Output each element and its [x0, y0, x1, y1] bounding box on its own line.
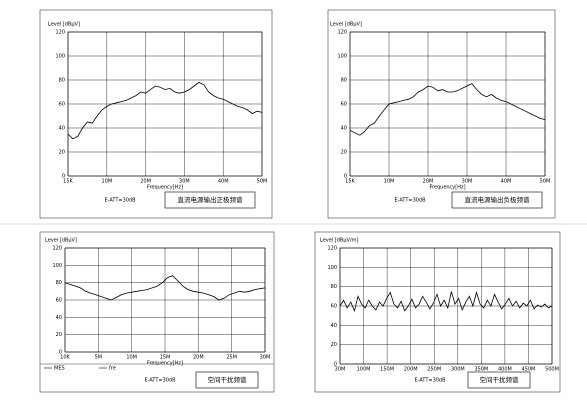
- y-tick-label: 60: [341, 102, 347, 108]
- y-tick-label: 80: [331, 284, 337, 290]
- y-tick-label: 120: [327, 246, 337, 252]
- y-tick-label: 60: [59, 102, 65, 108]
- x-tick-label: 350M: [474, 367, 488, 373]
- y-tick-label: 20: [59, 150, 65, 156]
- x-tick-label: 20M: [140, 179, 151, 185]
- trace: [349, 83, 546, 136]
- x-tick-label: 20M: [423, 179, 434, 185]
- y-tick-label: 20: [341, 150, 347, 156]
- x-tick-label: 10M: [126, 355, 137, 361]
- x-tick-label: 50M: [257, 179, 268, 185]
- caption: 空间干扰频谱: [208, 375, 248, 384]
- y-tick-label: 0: [334, 362, 337, 368]
- x-tick-label: 10M: [384, 179, 395, 185]
- y-tick-label: 120: [52, 246, 62, 252]
- y-tick-label: 40: [56, 315, 62, 321]
- caption-box: [164, 191, 256, 209]
- y-tick-label: 0: [62, 174, 65, 180]
- x-tick-label: 30M: [260, 355, 271, 361]
- y-axis-label: Level [dBμV]: [45, 238, 77, 244]
- x-tick-label: 150M: [380, 367, 394, 373]
- y-tick-label: 40: [341, 126, 347, 132]
- note: E-ATT=30dB: [414, 378, 446, 384]
- x-tick-label: 10M: [101, 179, 112, 185]
- x-tick-label: 400M: [498, 367, 512, 373]
- y-axis-label: Level [dBμV/m]: [320, 238, 358, 244]
- y-tick-label: 20: [331, 342, 337, 348]
- caption-box: [467, 371, 531, 389]
- x-tick-label: 500M: [545, 367, 559, 373]
- caption: 直流电源输出负极频谱: [465, 195, 531, 204]
- y-tick-label: 0: [59, 350, 62, 356]
- legend-label: MES: [54, 366, 65, 372]
- x-tick-label: 300M: [451, 367, 465, 373]
- x-tick-label: 30M: [462, 179, 473, 185]
- x-tick-label: 20M: [193, 355, 204, 361]
- y-axis-label: Level [dBμV]: [330, 22, 362, 28]
- note: E-ATT=30dB: [144, 378, 176, 384]
- caption-box: [195, 371, 259, 389]
- x-tick-label: 15M: [160, 355, 171, 361]
- y-tick-label: 20: [56, 332, 62, 338]
- y-tick-label: 60: [331, 304, 337, 310]
- trace: [64, 275, 266, 301]
- caption-box: [451, 191, 543, 209]
- y-tick-label: 80: [56, 280, 62, 286]
- x-tick-label: 10K: [60, 355, 70, 361]
- x-axis-label: Frequency[Hz]: [429, 185, 465, 191]
- trace: [67, 81, 263, 140]
- y-tick-label: 120: [55, 30, 65, 36]
- x-tick-label: 50M: [540, 179, 551, 185]
- x-tick-label: 450M: [522, 367, 536, 373]
- trace: [339, 291, 553, 313]
- x-tick-label: 250M: [427, 367, 441, 373]
- x-tick-label: 40M: [501, 179, 512, 185]
- y-tick-label: 80: [59, 78, 65, 84]
- y-tick-label: 120: [337, 30, 347, 36]
- caption: 直流电源输出正极频谱: [178, 195, 244, 204]
- note: E-ATT=30dB: [394, 198, 426, 204]
- x-tick-label: 40M: [218, 179, 229, 185]
- y-axis-label: Level [dBμV]: [48, 22, 80, 28]
- x-tick-label: 200M: [404, 367, 418, 373]
- x-axis-label: Frequency[Hz]: [147, 361, 183, 367]
- y-tick-label: 40: [59, 126, 65, 132]
- y-tick-label: 0: [344, 174, 347, 180]
- y-tick-label: 100: [52, 263, 62, 269]
- legend-label: fre: [109, 366, 116, 372]
- y-tick-label: 40: [331, 323, 337, 329]
- y-tick-label: 100: [337, 54, 347, 60]
- x-tick-label: 25M: [226, 355, 237, 361]
- x-tick-label: 15K: [63, 179, 73, 185]
- x-tick-label: 100M: [357, 367, 371, 373]
- y-tick-label: 60: [56, 298, 62, 304]
- x-axis-label: Frequency[Hz]: [147, 185, 183, 191]
- x-tick-label: 30M: [335, 367, 346, 373]
- note: E-ATT=30dB: [104, 198, 136, 204]
- x-tick-label: 15K: [345, 179, 355, 185]
- x-tick-label: 5M: [95, 355, 103, 361]
- y-tick-label: 100: [327, 265, 337, 271]
- caption: 空间干扰频谱: [480, 375, 520, 384]
- x-tick-label: 30M: [179, 179, 190, 185]
- y-tick-label: 80: [341, 78, 347, 84]
- y-tick-label: 100: [55, 54, 65, 60]
